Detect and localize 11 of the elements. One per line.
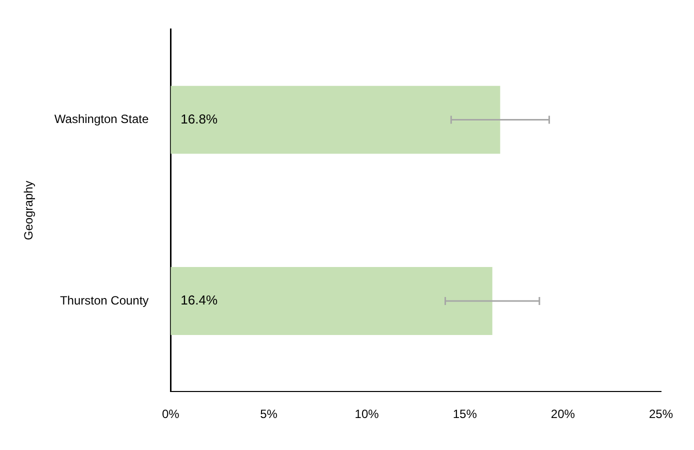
y-tick-label: Thurston County: [60, 293, 149, 308]
y-tick-label: Washington State: [54, 112, 149, 126]
x-tick-label: 20%: [550, 407, 576, 422]
x-tick-label: 10%: [354, 407, 380, 422]
data-label: 16.4%: [180, 292, 218, 308]
data-label: 16.8%: [180, 111, 218, 126]
y-axis-title: Geography: [22, 180, 36, 240]
x-tick-label: 25%: [648, 407, 674, 422]
x-tick-label: 5%: [260, 407, 278, 422]
x-tick-label: 15%: [452, 407, 478, 422]
x-tick-label: 0%: [162, 407, 180, 422]
